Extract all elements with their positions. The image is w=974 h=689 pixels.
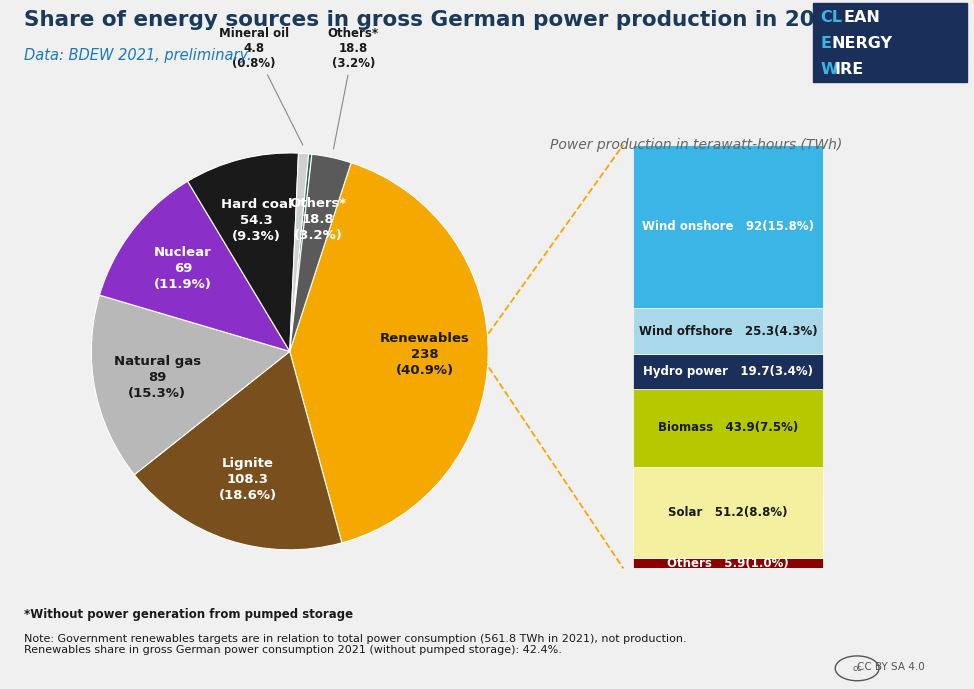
Wedge shape bbox=[92, 295, 290, 475]
Text: IRE: IRE bbox=[835, 62, 864, 77]
Wedge shape bbox=[134, 351, 342, 550]
Bar bbox=[633, 145, 823, 309]
Wedge shape bbox=[290, 153, 309, 351]
Wedge shape bbox=[290, 154, 351, 351]
Text: Others*
18.8
(3.2%): Others* 18.8 (3.2%) bbox=[289, 197, 347, 242]
Bar bbox=[633, 389, 823, 466]
Text: EAN: EAN bbox=[843, 10, 880, 25]
Text: CC BY SA 4.0: CC BY SA 4.0 bbox=[857, 661, 925, 672]
Text: Note: Government renewables targets are in relation to total power consumption (: Note: Government renewables targets are … bbox=[24, 634, 687, 655]
Text: Power production in terawatt-hours (TWh): Power production in terawatt-hours (TWh) bbox=[550, 138, 843, 152]
Text: Lignite
108.3
(18.6%): Lignite 108.3 (18.6%) bbox=[218, 457, 277, 502]
Bar bbox=[633, 353, 823, 389]
Bar bbox=[633, 466, 823, 558]
Bar bbox=[633, 309, 823, 353]
Text: Data: BDEW 2021, preliminary.: Data: BDEW 2021, preliminary. bbox=[24, 48, 252, 63]
Text: CL: CL bbox=[820, 10, 843, 25]
Text: Nuclear
69
(11.9%): Nuclear 69 (11.9%) bbox=[154, 246, 212, 291]
Wedge shape bbox=[290, 154, 312, 351]
Text: Others   5.9(1.0%): Others 5.9(1.0%) bbox=[667, 557, 789, 570]
Text: *Without power generation from pumped storage: *Without power generation from pumped st… bbox=[24, 608, 354, 621]
Text: E: E bbox=[820, 36, 831, 51]
Wedge shape bbox=[290, 163, 488, 543]
Text: Natural gas
89
(15.3%): Natural gas 89 (15.3%) bbox=[114, 355, 201, 400]
Text: Others*
18.8
(3.2%): Others* 18.8 (3.2%) bbox=[327, 27, 379, 149]
Wedge shape bbox=[188, 153, 298, 351]
Text: Wind onshore   92(15.8%): Wind onshore 92(15.8%) bbox=[642, 220, 814, 233]
Text: Biomass   43.9(7.5%): Biomass 43.9(7.5%) bbox=[658, 421, 798, 434]
Text: Hard coal
54.3
(9.3%): Hard coal 54.3 (9.3%) bbox=[221, 198, 292, 243]
Text: Hydro power   19.7(3.4%): Hydro power 19.7(3.4%) bbox=[643, 364, 813, 378]
Bar bbox=[633, 558, 823, 568]
Text: Share of energy sources in gross German power production in 2021.: Share of energy sources in gross German … bbox=[24, 10, 853, 30]
Text: Wind offshore   25.3(4.3%): Wind offshore 25.3(4.3%) bbox=[639, 325, 817, 338]
Text: W: W bbox=[820, 62, 838, 77]
Wedge shape bbox=[99, 181, 290, 351]
Text: cc: cc bbox=[852, 664, 862, 673]
Text: Mineral oil
4.8
(0.8%): Mineral oil 4.8 (0.8%) bbox=[219, 27, 303, 145]
Text: Renewables
238
(40.9%): Renewables 238 (40.9%) bbox=[380, 332, 469, 377]
Text: NERGY: NERGY bbox=[832, 36, 893, 51]
Text: Solar   51.2(8.8%): Solar 51.2(8.8%) bbox=[668, 506, 788, 519]
